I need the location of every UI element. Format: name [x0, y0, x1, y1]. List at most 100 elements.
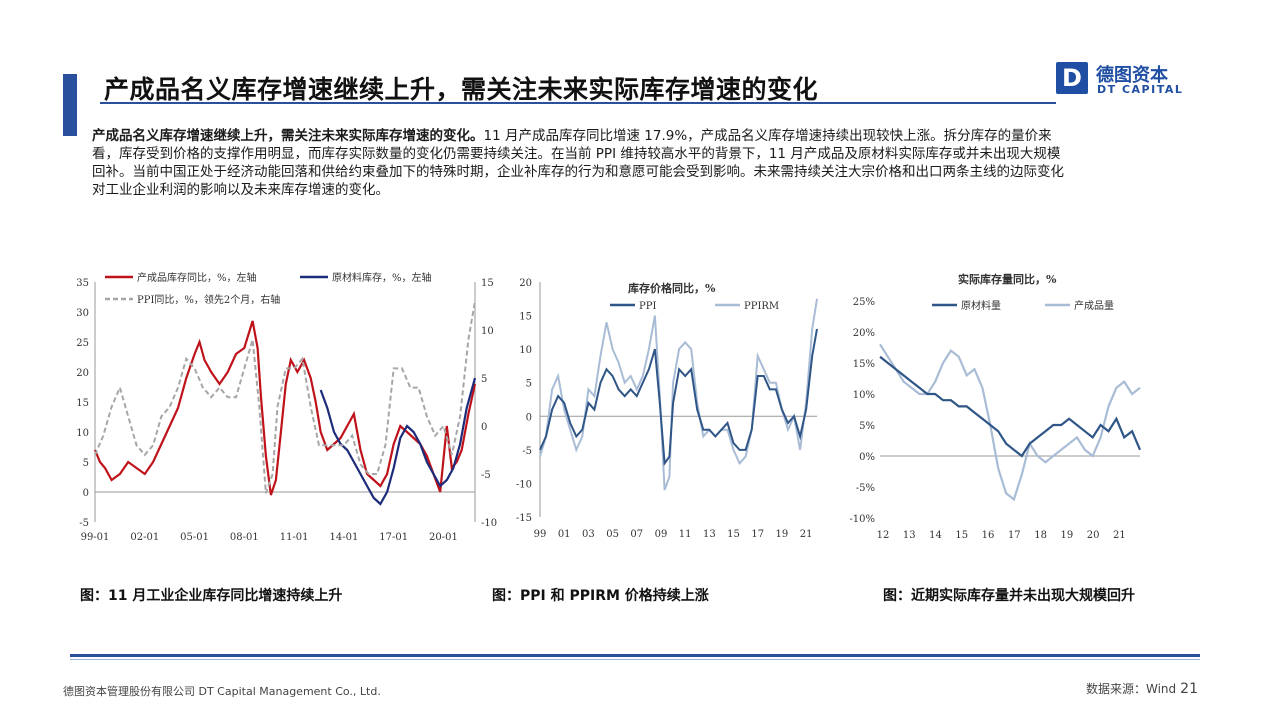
chart-real-inventory: 25% 20% 15% 10% 5% 0% -5% -10% 12 13 14 15 16 17 18 19 2… — [840, 265, 1175, 555]
y-right-tick-label: 5 — [481, 374, 487, 385]
legend-label-finished: 产成品量 — [1074, 299, 1114, 312]
title-underline — [100, 102, 1056, 104]
x-tick-label: 20-01 — [429, 532, 458, 543]
footer-rule-thin — [70, 659, 1200, 660]
series-line — [879, 343, 1141, 502]
company-logo: D 德图资本 DT CAPITAL — [1056, 61, 1216, 99]
y-tick-label: 20% — [853, 328, 875, 339]
y-left-tick-label: 0 — [83, 488, 89, 499]
y-left-tick-label: 25 — [76, 338, 89, 349]
y-tick-label: 0 — [526, 412, 532, 423]
y-tick-label: 10 — [519, 345, 532, 356]
legend-label-2: 原材料库存，%，左轴 — [332, 271, 432, 284]
x-tick-label: 02-01 — [130, 532, 159, 543]
y-tick-label: -10% — [849, 514, 875, 525]
y-tick-label: 20 — [519, 278, 532, 289]
y-right-tick-label: 15 — [481, 278, 494, 289]
y-left-tick-label: 20 — [76, 368, 89, 379]
y-tick-label: 15% — [853, 359, 875, 370]
x-tick-label: 12 — [877, 530, 890, 541]
y-tick-label: 5 — [526, 379, 532, 390]
x-tick-label: 15 — [727, 529, 740, 540]
x-tick-label: 21 — [800, 529, 813, 540]
y-left-tick-label: -5 — [79, 518, 89, 529]
y-right-tick-label: 10 — [481, 326, 494, 337]
y-left-tick-label: 15 — [76, 398, 89, 409]
x-tick-label: 99 — [534, 529, 547, 540]
x-tick-label: 05-01 — [180, 532, 209, 543]
legend-label-ppirm: PPIRM — [744, 301, 779, 312]
x-tick-label: 14 — [929, 530, 942, 541]
y-left-tick-label: 10 — [76, 428, 89, 439]
y-right-tick-label: -5 — [481, 470, 491, 481]
y-left-tick-label: 5 — [83, 458, 89, 469]
chart-title: 库存价格同比，% — [628, 281, 716, 295]
y-tick-label: 10% — [853, 390, 875, 401]
footer-source: 数据来源：Wind 21 — [1086, 680, 1198, 697]
caption-chart-1: 图：11 月工业企业库存同比增速持续上升 — [80, 588, 343, 604]
series-line-1 — [93, 320, 477, 496]
y-tick-label: 15 — [519, 312, 532, 323]
legend-label-3: PPI同比，%，领先2个月，右轴 — [137, 293, 280, 306]
x-tick-label: 03 — [582, 529, 595, 540]
x-tick-label: 07 — [630, 529, 643, 540]
caption-chart-3: 图：近期实际库存量并未出现大规模回升 — [883, 588, 1135, 604]
x-tick-label: 99-01 — [81, 532, 110, 543]
y-tick-label: -15 — [516, 513, 532, 524]
logo-mark: D — [1056, 62, 1088, 94]
page-number: 21 — [1180, 681, 1198, 697]
y-left-tick-label: 30 — [76, 308, 89, 319]
chart-title: 实际库存量同比，% — [958, 272, 1057, 286]
y-tick-label: -5 — [522, 446, 532, 457]
x-tick-label: 17 — [751, 529, 764, 540]
series-line-ppi — [539, 328, 818, 467]
chart-inventory-yoy-svg: 35 30 25 20 15 10 5 0 -5 15 10 5 0 -5 -10 99-01 02-01 05-… — [76, 271, 497, 543]
x-tick-label: 18 — [1034, 530, 1047, 541]
logo-en-text: DT CAPITAL — [1097, 83, 1184, 96]
page-title: 产成品名义库存增速继续上升，需关注未来实际库存增速的变化 — [104, 75, 819, 104]
series-line — [879, 355, 1142, 458]
caption-chart-2: 图：PPI 和 PPIRM 价格持续上涨 — [492, 588, 709, 604]
y-tick-label: 0% — [859, 452, 875, 463]
data-source: 数据来源：Wind — [1086, 682, 1177, 696]
y-tick-label: -10 — [516, 479, 532, 490]
y-tick-label: -5% — [856, 483, 875, 494]
series-line-2 — [319, 377, 477, 506]
y-tick-label: 5% — [859, 421, 875, 432]
x-tick-label: 19 — [1060, 530, 1073, 541]
footer-rule — [70, 654, 1200, 657]
x-tick-label: 09 — [655, 529, 668, 540]
title-accent-bar — [63, 74, 77, 136]
series-line-3 — [94, 301, 476, 494]
logo-cn-text: 德图资本 — [1096, 65, 1168, 86]
legend-label-1: 产成品库存同比，%，左轴 — [137, 271, 257, 284]
y-right-tick-label: -10 — [481, 518, 497, 529]
body-lead: 产成品名义库存增速继续上升，需关注未来实际库存增速的变化。 — [92, 128, 484, 144]
x-tick-label: 20 — [1087, 530, 1100, 541]
x-tick-label: 14-01 — [329, 532, 358, 543]
x-tick-label: 01 — [558, 529, 571, 540]
x-tick-label: 15 — [955, 530, 968, 541]
x-tick-label: 17 — [1008, 530, 1021, 541]
chart-real-inventory-svg: 25% 20% 15% 10% 5% 0% -5% -10%12 13 14 15 16 17 18 19 2… — [849, 272, 1142, 541]
x-tick-label: 11 — [679, 529, 692, 540]
x-tick-label: 13 — [703, 529, 716, 540]
x-tick-label: 13 — [903, 530, 916, 541]
y-tick-label: 25% — [853, 297, 875, 308]
x-tick-label: 21 — [1113, 530, 1126, 541]
body-paragraph: 产成品名义库存增速继续上升，需关注未来实际库存增速的变化。11 月产成品库存同比… — [92, 127, 1067, 199]
legend-label-ppi: PPI — [639, 301, 656, 312]
chart-price-yoy: 20 15 10 5 0 -5 -10 -15 99 01 03 05 07 09 11 13 15 17 19 21… — [505, 265, 830, 555]
x-tick-label: 08-01 — [230, 532, 259, 543]
x-tick-label: 19 — [776, 529, 789, 540]
y-left-tick-label: 35 — [76, 278, 89, 289]
x-tick-label: 16 — [982, 530, 995, 541]
footer-company: 德图资本管理股份有限公司 DT Capital Management Co., … — [63, 685, 381, 698]
legend-label-raw: 原材料量 — [961, 299, 1001, 312]
y-right-tick-label: 0 — [481, 422, 487, 433]
body-text: 11 月产成品库存同比增速 17.9%，产成品名义库存增速持续出现较快上涨。拆分… — [92, 128, 1064, 198]
series-line-ppirm — [539, 298, 818, 491]
chart-inventory-yoy: 35 30 25 20 15 10 5 0 -5 15 10 5 0 -5 -10 99-01 02-01 05-… — [70, 265, 510, 555]
x-tick-label: 17-01 — [379, 532, 408, 543]
